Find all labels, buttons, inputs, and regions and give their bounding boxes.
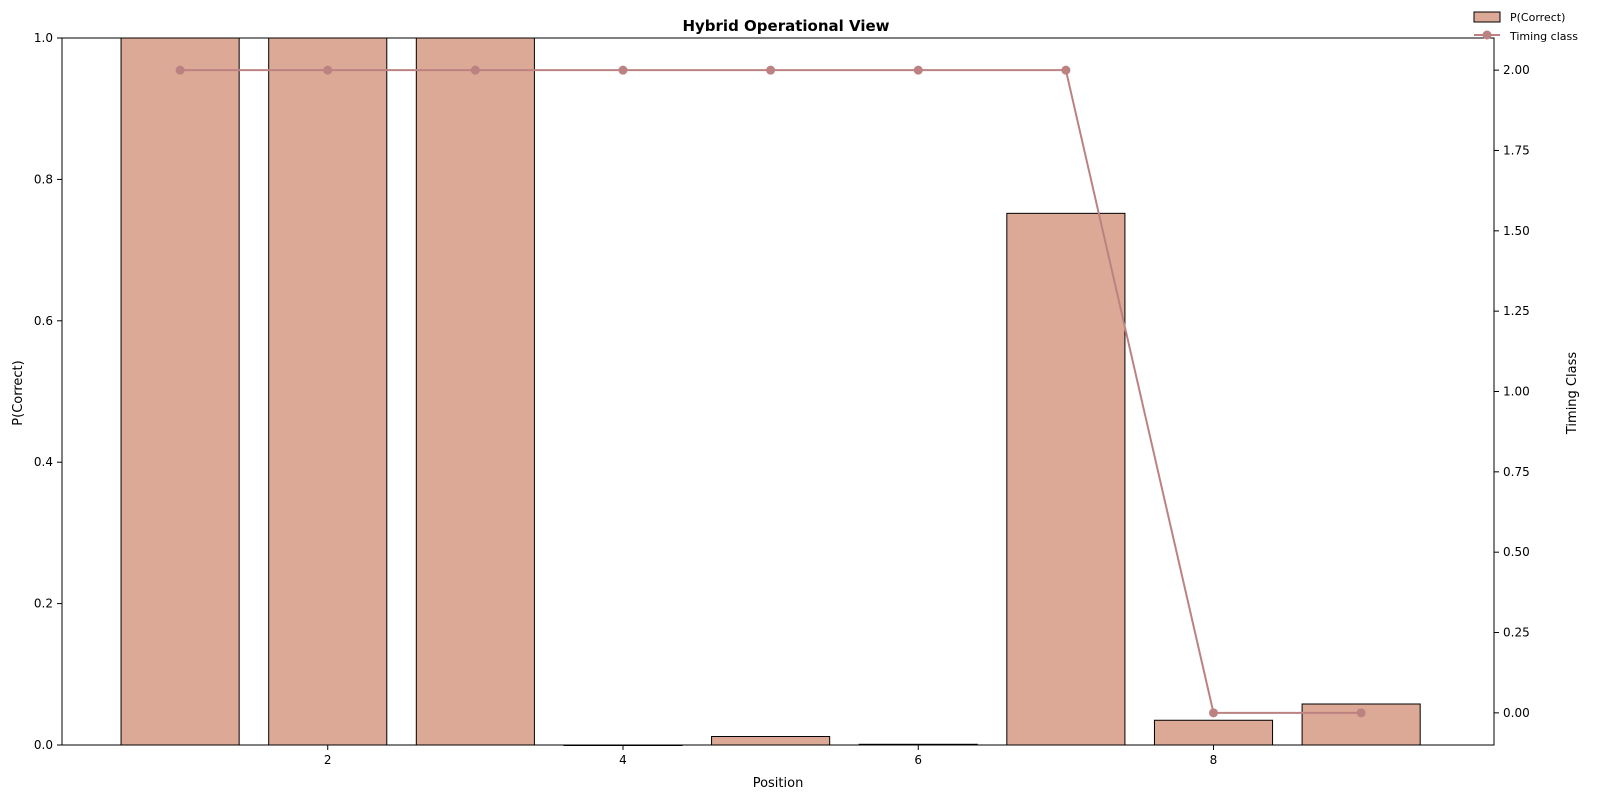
legend: P(Correct) Timing class bbox=[1473, 11, 1578, 43]
bar-5 bbox=[711, 736, 831, 746]
timing-class-point-4 bbox=[618, 65, 628, 75]
x-axis: 2 4 6 8 bbox=[324, 745, 1217, 767]
timing-class-point-6 bbox=[913, 65, 923, 75]
y-tick-label-1: 0.2 bbox=[34, 597, 53, 611]
y-tick-label-0: 0.0 bbox=[34, 738, 53, 752]
legend-line-label: Timing class bbox=[1509, 30, 1578, 43]
bars-layer bbox=[120, 37, 1421, 746]
y2-tick-label-3: 0.75 bbox=[1503, 465, 1530, 479]
chart-title: Hybrid Operational View bbox=[682, 17, 889, 35]
timing-class-point-7 bbox=[1061, 65, 1071, 75]
y-tick-label-3: 0.6 bbox=[34, 314, 53, 328]
timing-class-point-5 bbox=[766, 65, 776, 75]
timing-class-point-8 bbox=[1209, 708, 1219, 718]
y-axis-right: 0.00 0.25 0.50 0.75 1.00 1.25 1.50 1.75 2.00 bbox=[1494, 63, 1530, 720]
x-tick-label-8: 8 bbox=[1210, 753, 1218, 767]
y-tick-label-2: 0.4 bbox=[34, 455, 53, 469]
bar-7 bbox=[1006, 212, 1126, 746]
y2-tick-label-2: 0.50 bbox=[1503, 545, 1530, 559]
x-axis-label: Position bbox=[753, 776, 804, 791]
y2-tick-label-1: 0.25 bbox=[1503, 626, 1530, 640]
y-tick-label-4: 0.8 bbox=[34, 172, 53, 186]
y2-tick-label-0: 0.00 bbox=[1503, 706, 1530, 720]
timing-class-point-2 bbox=[323, 65, 333, 75]
x-tick-label-4: 4 bbox=[619, 753, 627, 767]
bar-3 bbox=[415, 37, 535, 746]
legend-line-marker bbox=[1482, 30, 1492, 40]
legend-bar-label: P(Correct) bbox=[1510, 11, 1565, 24]
timing-class-point-9 bbox=[1356, 708, 1366, 718]
y-axis-label: P(Correct) bbox=[11, 360, 26, 425]
y2-tick-label-7: 1.75 bbox=[1503, 143, 1530, 157]
legend-bar-swatch bbox=[1473, 11, 1501, 23]
y2-tick-label-8: 2.00 bbox=[1503, 63, 1530, 77]
y2-axis-label: Timing Class bbox=[1565, 352, 1580, 435]
bar-2 bbox=[268, 37, 388, 746]
timing-class-point-3 bbox=[470, 65, 480, 75]
line-layer bbox=[175, 65, 1366, 718]
y2-tick-label-6: 1.50 bbox=[1503, 224, 1530, 238]
y2-tick-label-5: 1.25 bbox=[1503, 304, 1530, 318]
y-tick-label-5: 1.0 bbox=[34, 31, 53, 45]
timing-class-point-1 bbox=[175, 65, 185, 75]
x-tick-label-6: 6 bbox=[914, 753, 922, 767]
x-tick-label-2: 2 bbox=[324, 753, 332, 767]
bar-8 bbox=[1153, 719, 1274, 746]
y-axis-left: 0.0 0.2 0.4 0.6 0.8 1.0 bbox=[34, 31, 62, 752]
y2-tick-label-4: 1.00 bbox=[1503, 385, 1530, 399]
bar-1 bbox=[120, 37, 240, 746]
